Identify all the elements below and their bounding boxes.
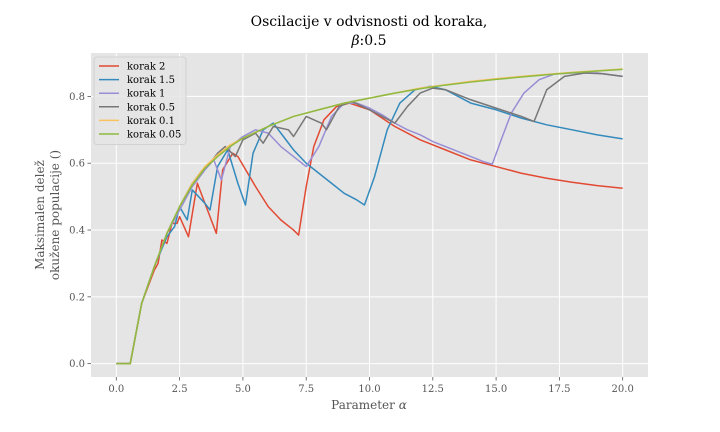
legend: korak 2 korak 1.5 korak 1 korak 0.5 korak 0.… [93,56,187,145]
chart-title-line2: β:0.5 [350,33,386,49]
series-line-2 [116,85,623,365]
y-tick-label: 0.8 [69,92,85,103]
x-axis-label-text: Parameter [331,398,399,412]
x-axis-label: Parameter α [331,398,407,412]
x-tick-label: 12.5 [422,384,444,395]
x-tick-label: 0.0 [108,384,124,395]
grid [91,53,648,377]
chart-title-line1: Oscilacije v odvisnosti od koraka, [251,14,488,30]
alpha-symbol: α [399,398,407,412]
y-tick-label: 0.0 [69,359,85,370]
x-tick-label: 5.0 [235,384,251,395]
y-axis-ticks: 0.0 0.2 0.4 0.6 0.8 [69,92,91,370]
legend-entry: korak 1 [127,89,165,100]
legend-entry: korak 2 [127,62,165,73]
y-axis-label-line2: okužene populacije () [48,150,62,280]
x-axis-ticks: 0.0 2.5 5.0 7.5 10.0 12.5 15.0 17.5 20.0 [108,377,634,395]
x-tick-label: 20.0 [612,384,634,395]
y-tick-label: 0.4 [69,226,85,237]
series-line-6 [116,68,623,365]
x-tick-label: 17.5 [548,384,570,395]
y-tick-label: 0.2 [69,292,85,303]
beta-value: :0.5 [360,33,387,49]
series-line-1 [116,102,623,365]
legend-entry: korak 1.5 [127,75,175,86]
legend-entry: korak 0.5 [127,102,175,113]
x-tick-label: 2.5 [172,384,188,395]
series-line-3 [116,72,623,365]
series-layer [116,68,623,365]
legend-entry: korak 0.05 [127,130,181,141]
legend-entry: korak 0.1 [127,116,175,127]
x-tick-label: 15.0 [485,384,507,395]
x-tick-label: 7.5 [298,384,314,395]
y-axis-label-line1: Maksimalen delež [33,160,47,270]
beta-symbol: β [350,33,359,49]
y-tick-label: 0.6 [69,159,85,170]
x-tick-label: 10.0 [358,384,380,395]
